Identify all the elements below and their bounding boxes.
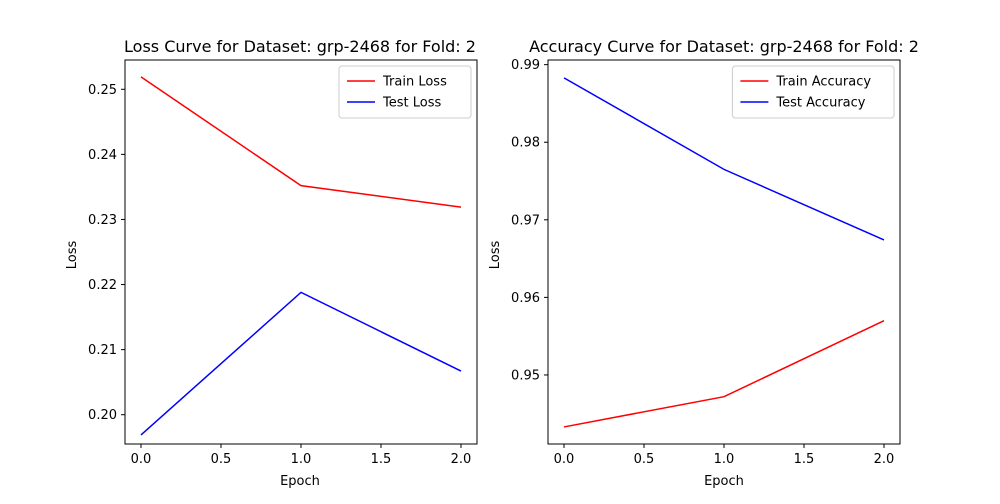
loss-x-tick-label: 1.5: [371, 452, 392, 467]
accuracy-plot-area: 0.0 0.5 1.0 1.5 2.0 0.95 0.96 0.97 0.98 0.99 Train…: [511, 58, 901, 467]
accuracy-x-tick-label: 1.5: [794, 452, 815, 467]
loss-plot-area: 0.0 0.5 1.0 1.5 2.0 0.20 0.21 0.22 0.23 0.24 0.25 T…: [88, 59, 478, 467]
loss-x-tick-label: 0.0: [131, 452, 152, 467]
loss-legend: Train Loss Test Loss: [338, 65, 472, 119]
loss-x-tick-label: 2.0: [451, 452, 472, 467]
accuracy-x-tick-label: 2.0: [874, 452, 895, 467]
loss-legend-label-1: Test Loss: [382, 96, 441, 111]
accuracy-legend: Train Accuracy Test Accuracy: [731, 65, 895, 119]
loss-chart: Loss Curve for Dataset: grp-2468 for Fol…: [65, 37, 478, 489]
accuracy-series-line-1: [563, 77, 885, 241]
loss-series-line-1: [140, 291, 462, 436]
loss-legend-box: [338, 65, 472, 119]
loss-chart-title: Loss Curve for Dataset: grp-2468 for Fol…: [124, 37, 476, 56]
accuracy-legend-box: [731, 65, 895, 119]
loss-y-tick-label: 0.23: [88, 213, 117, 228]
loss-x-tick-label: 0.5: [211, 452, 232, 467]
accuracy-legend-label-0: Train Accuracy: [775, 75, 871, 90]
accuracy-series-line-0: [563, 319, 885, 428]
accuracy-y-tick-label: 0.98: [511, 136, 540, 151]
loss-y-tick-label: 0.21: [88, 343, 117, 358]
accuracy-legend-label-1: Test Accuracy: [775, 96, 865, 111]
loss-series-line-0: [140, 76, 462, 208]
accuracy-y-tick-label: 0.99: [511, 58, 540, 73]
accuracy-x-tick-label: 0.0: [554, 452, 575, 467]
accuracy-chart-title: Accuracy Curve for Dataset: grp-2468 for…: [529, 37, 919, 56]
loss-y-tick-label: 0.24: [88, 148, 117, 163]
loss-y-axis-label: Loss: [65, 241, 80, 270]
loss-legend-label-0: Train Loss: [382, 75, 447, 90]
accuracy-chart: Accuracy Curve for Dataset: grp-2468 for…: [488, 37, 919, 489]
accuracy-y-tick-label: 0.96: [511, 291, 540, 306]
loss-y-tick-label: 0.22: [88, 278, 117, 293]
accuracy-x-axis-label: Epoch: [704, 474, 744, 489]
loss-y-tick-label: 0.20: [88, 408, 117, 423]
accuracy-y-axis-label: Loss: [488, 241, 503, 270]
accuracy-y-tick-label: 0.97: [511, 213, 540, 228]
accuracy-x-tick-label: 0.5: [634, 452, 655, 467]
loss-x-tick-label: 1.0: [291, 452, 312, 467]
loss-x-axis-label: Epoch: [280, 474, 320, 489]
accuracy-y-tick-label: 0.95: [511, 368, 540, 383]
accuracy-x-tick-label: 1.0: [714, 452, 735, 467]
loss-y-tick-label: 0.25: [88, 83, 117, 98]
